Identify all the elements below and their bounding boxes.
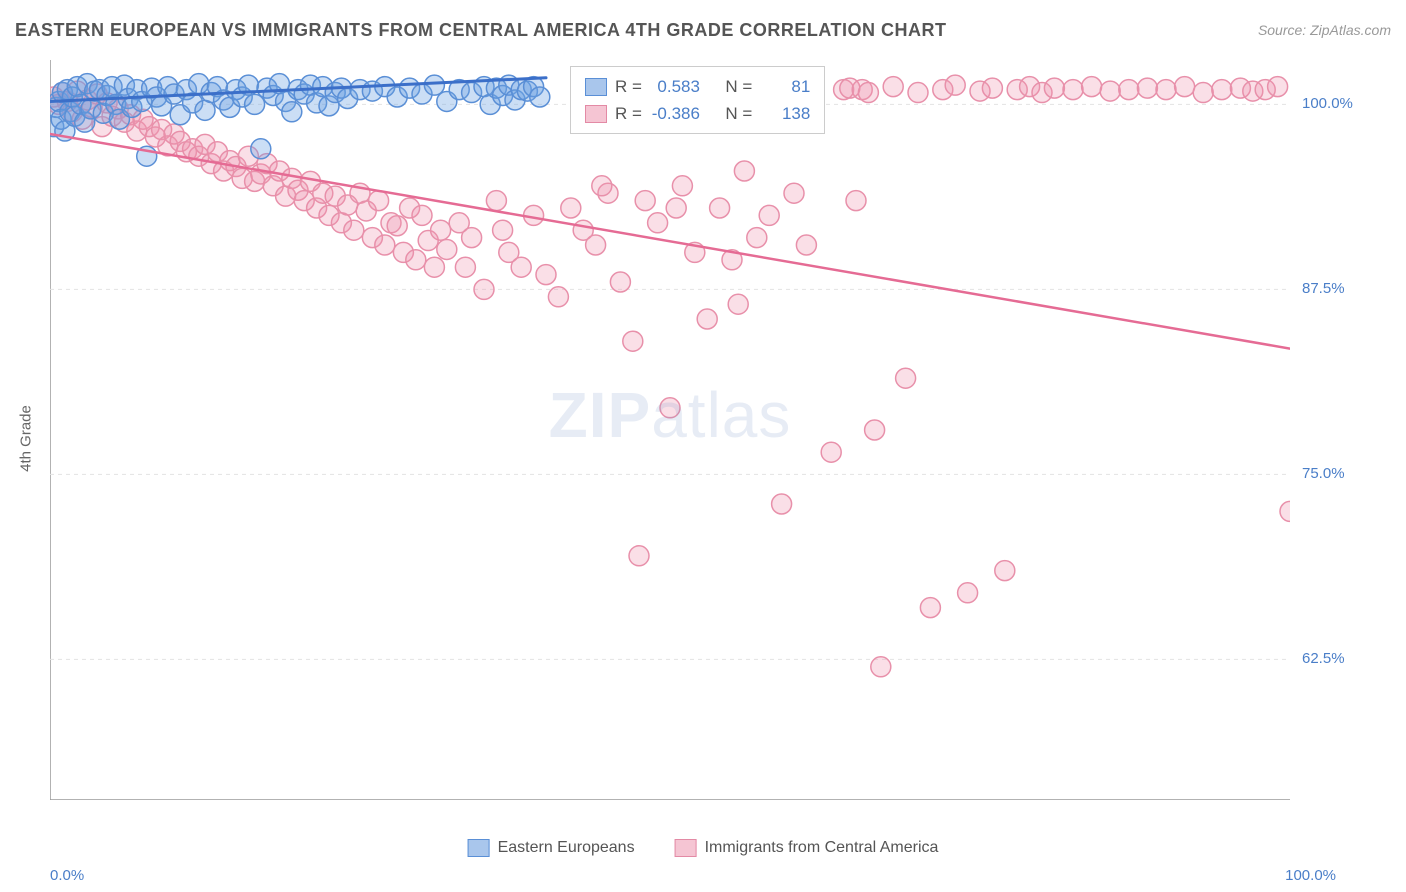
stats-row-2: R = -0.386 N = 138: [585, 100, 810, 127]
legend-label-1: Eastern Europeans: [498, 839, 635, 857]
y-tick-label: 100.0%: [1302, 95, 1353, 112]
stats-row-1: R = 0.583 N = 81: [585, 73, 810, 100]
plot-area: ZIPatlas R = 0.583 N = 81 R = -0.386 N =…: [50, 60, 1290, 800]
chart-header: EASTERN EUROPEAN VS IMMIGRANTS FROM CENT…: [15, 20, 1391, 50]
swatch-series-2: [585, 105, 607, 123]
n-value-2: 138: [760, 100, 810, 127]
legend-item-1: Eastern Europeans: [468, 839, 635, 857]
r-label-2: R =: [615, 100, 642, 127]
legend-item-2: Immigrants from Central America: [675, 839, 939, 857]
legend-label-2: Immigrants from Central America: [705, 839, 939, 857]
bottom-legend: Eastern Europeans Immigrants from Centra…: [468, 839, 939, 857]
stats-box: R = 0.583 N = 81 R = -0.386 N = 138: [570, 66, 825, 134]
y-tick-label: 87.5%: [1302, 280, 1345, 297]
x-min-label: 0.0%: [50, 867, 84, 884]
r-value-2: -0.386: [650, 100, 700, 127]
n-label-2: N =: [725, 100, 752, 127]
chart-svg: [50, 60, 1290, 800]
n-label: N =: [725, 73, 752, 100]
swatch-series-1: [585, 78, 607, 96]
legend-swatch-2: [675, 839, 697, 857]
n-value-1: 81: [760, 73, 810, 100]
source-label: Source: ZipAtlas.com: [1258, 22, 1391, 38]
y-axis-label: 4th Grade: [18, 405, 35, 472]
y-tick-label: 75.0%: [1302, 465, 1345, 482]
r-value-1: 0.583: [650, 73, 700, 100]
r-label: R =: [615, 73, 642, 100]
legend-swatch-1: [468, 839, 490, 857]
chart-title: EASTERN EUROPEAN VS IMMIGRANTS FROM CENT…: [15, 20, 947, 40]
y-tick-label: 62.5%: [1302, 650, 1345, 667]
x-max-label: 100.0%: [1285, 867, 1336, 884]
